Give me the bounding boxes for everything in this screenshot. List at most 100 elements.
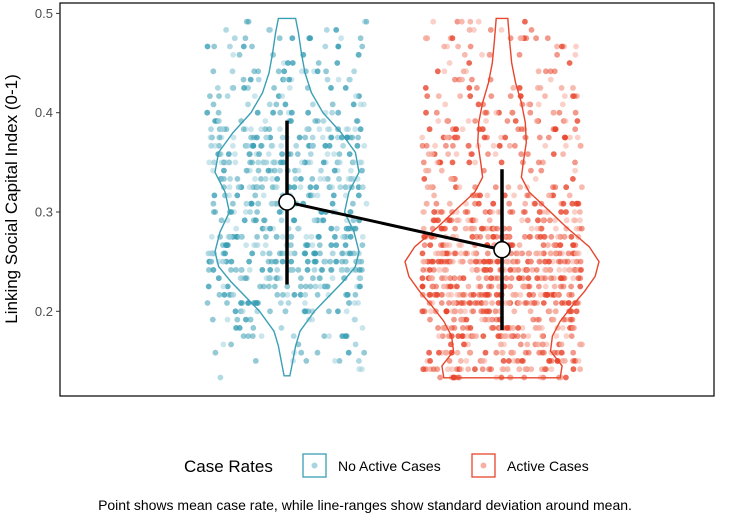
data-point — [477, 283, 484, 290]
data-point — [328, 134, 335, 141]
data-point — [278, 325, 285, 331]
data-point — [233, 225, 240, 232]
data-point — [436, 267, 443, 273]
data-point — [282, 101, 289, 108]
data-point — [357, 275, 364, 282]
data-point — [446, 60, 453, 66]
data-point — [290, 333, 297, 339]
data-point — [546, 258, 552, 265]
data-point — [327, 258, 334, 265]
data-point — [536, 258, 543, 265]
data-point — [262, 242, 269, 249]
data-point — [258, 126, 265, 133]
data-point — [355, 300, 361, 306]
data-point — [482, 349, 489, 356]
data-point — [250, 325, 257, 331]
data-point — [525, 250, 532, 257]
data-point — [535, 341, 542, 348]
data-point — [350, 217, 357, 224]
data-point — [276, 35, 283, 42]
data-point — [555, 233, 561, 240]
data-point — [448, 283, 454, 290]
data-point — [506, 142, 513, 149]
data-point — [465, 118, 472, 124]
data-point — [218, 151, 224, 158]
data-point — [228, 341, 235, 348]
data-point — [230, 134, 237, 141]
data-point — [267, 250, 273, 257]
data-point — [563, 217, 570, 224]
data-point — [352, 126, 359, 133]
data-point — [546, 308, 553, 315]
data-point — [449, 35, 456, 42]
data-point — [279, 134, 286, 141]
data-point — [461, 341, 467, 348]
plot-panel — [59, 2, 715, 397]
data-point — [548, 233, 555, 240]
data-point — [489, 300, 495, 306]
data-point — [348, 167, 354, 174]
data-point — [224, 93, 231, 99]
data-point — [556, 267, 563, 273]
data-point — [442, 349, 449, 356]
data-point — [314, 291, 321, 298]
data-point — [294, 151, 301, 158]
data-point — [302, 134, 309, 141]
data-point — [420, 225, 427, 232]
data-point — [347, 209, 354, 215]
data-point — [525, 101, 532, 108]
data-point — [442, 101, 449, 108]
data-point — [471, 225, 478, 232]
data-point — [246, 267, 253, 273]
data-point — [457, 93, 464, 99]
data-point — [426, 349, 432, 356]
data-point — [566, 192, 573, 199]
data-point — [272, 283, 278, 290]
data-point — [223, 27, 230, 33]
data-point — [454, 349, 461, 356]
data-point — [441, 225, 447, 232]
data-point — [333, 242, 340, 249]
data-point — [346, 300, 353, 306]
data-point — [498, 341, 504, 348]
data-point — [261, 217, 267, 224]
data-point — [498, 159, 505, 166]
data-point — [550, 192, 557, 199]
data-point — [525, 275, 532, 282]
data-point — [492, 151, 499, 158]
data-point — [322, 43, 329, 50]
data-point — [359, 233, 366, 240]
data-point — [510, 325, 516, 331]
data-point — [466, 27, 473, 33]
data-point — [515, 325, 522, 331]
data-point — [354, 142, 361, 149]
data-point — [243, 242, 250, 249]
data-point — [519, 358, 525, 364]
data-point — [484, 134, 490, 141]
data-point — [282, 308, 289, 315]
data-point — [428, 258, 435, 265]
data-point — [453, 134, 459, 141]
data-point — [420, 366, 427, 373]
data-point — [520, 333, 527, 339]
data-point — [210, 101, 217, 108]
data-point — [577, 341, 583, 348]
data-point — [222, 250, 229, 257]
data-point — [210, 267, 217, 273]
data-point — [249, 333, 256, 339]
data-point — [480, 225, 487, 232]
data-point — [552, 250, 559, 257]
data-point — [486, 291, 493, 298]
data-point — [269, 184, 276, 191]
data-point — [524, 267, 531, 273]
data-point — [262, 176, 269, 182]
data-point — [265, 151, 272, 158]
data-point — [211, 192, 218, 199]
data-point — [224, 283, 231, 290]
data-point — [221, 167, 227, 174]
data-point — [427, 316, 433, 323]
data-point — [527, 308, 534, 315]
data-point — [539, 333, 545, 339]
data-point — [432, 217, 439, 224]
data-point — [328, 242, 335, 249]
